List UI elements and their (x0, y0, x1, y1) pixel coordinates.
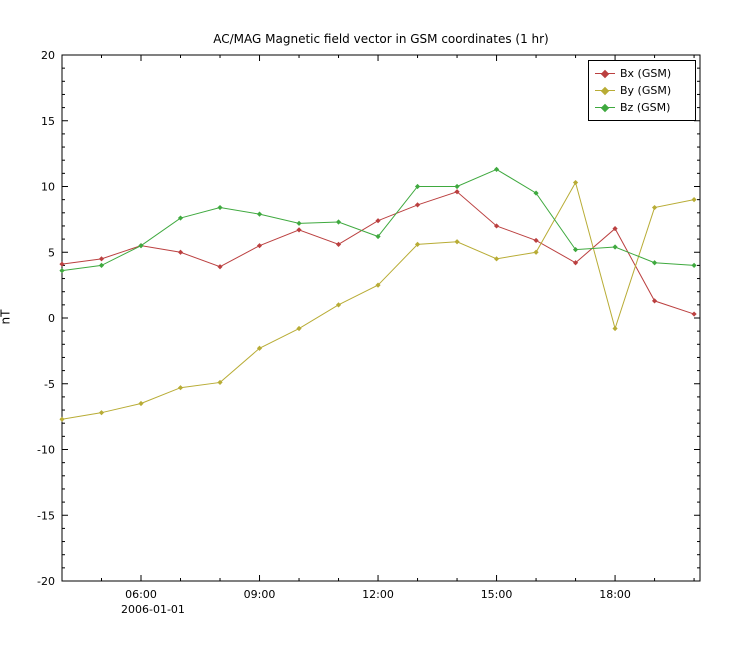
y-tick-label: -15 (37, 509, 55, 522)
plot-frame (61, 54, 701, 582)
marker-bx (256, 243, 263, 249)
marker-by (533, 249, 539, 255)
series-line-by (61, 181, 695, 420)
legend-label-bz: Bz (GSM) (620, 101, 671, 114)
marker-bx (335, 241, 342, 247)
series-line-bx (61, 191, 695, 315)
y-tick-label: 15 (41, 115, 55, 128)
x-tick-label: 09:00 (244, 588, 276, 601)
legend-entry-by: By (GSM) (595, 82, 689, 99)
legend-label-bx: Bx (GSM) (620, 67, 672, 80)
marker-bx (414, 202, 421, 208)
marker-bz (651, 260, 658, 266)
marker-bz (217, 204, 223, 211)
marker-bz (414, 183, 421, 190)
marker-bx (375, 218, 381, 224)
marker-bz (59, 268, 65, 274)
marker-by (414, 241, 421, 247)
y-axis-label: nT (0, 309, 13, 325)
legend-entry-bx: Bx (GSM) (595, 65, 689, 82)
marker-bz (533, 190, 539, 196)
marker-by (493, 256, 500, 262)
marker-bz (375, 233, 381, 240)
marker-bx (296, 227, 302, 233)
x-tick-label: 12:00 (362, 588, 394, 601)
marker-bz (98, 262, 105, 268)
bz-line-swatch (595, 103, 615, 112)
marker-by (572, 179, 579, 186)
y-tick-label: -5 (44, 378, 55, 391)
chart-title: AC/MAG Magnetic field vector in GSM coor… (213, 32, 549, 46)
y-tick-label: 5 (48, 246, 55, 259)
marker-bz (454, 183, 460, 190)
marker-by (296, 325, 302, 332)
marker-by (138, 400, 144, 407)
legend-label-by: By (GSM) (620, 84, 672, 97)
y-tick-label: 20 (41, 49, 55, 62)
marker-bz (572, 247, 579, 253)
marker-bx (533, 237, 539, 244)
marker-bx (651, 298, 658, 304)
legend: Bx (GSM) By (GSM) Bz (GSM) (588, 60, 696, 121)
marker-bx (612, 225, 618, 232)
legend-entry-bz: Bz (GSM) (595, 99, 689, 116)
marker-by (177, 385, 184, 391)
by-line-swatch (595, 86, 615, 95)
marker-by (335, 302, 342, 308)
marker-by (256, 345, 263, 351)
marker-bz (335, 219, 342, 225)
x-tick-label: 06:00 (125, 588, 157, 601)
marker-by (454, 239, 460, 245)
marker-bx (493, 223, 500, 229)
x-tick-label: 15:00 (481, 588, 513, 601)
marker-bx (454, 189, 460, 195)
marker-bz (691, 262, 697, 268)
x-tick-label: 18:00 (599, 588, 631, 601)
y-tick-label: -10 (37, 444, 55, 457)
marker-bx (177, 249, 184, 255)
marker-bz (256, 211, 263, 217)
marker-bx (59, 261, 65, 267)
y-tick-label: 0 (48, 312, 55, 325)
marker-by (98, 410, 105, 416)
marker-bz (612, 244, 618, 250)
marker-bx (217, 264, 223, 270)
marker-by (59, 416, 65, 422)
y-tick-label: -20 (37, 575, 55, 588)
marker-bz (296, 220, 302, 226)
marker-by (217, 379, 223, 386)
marker-bz (138, 243, 144, 249)
y-tick-label: 10 (41, 181, 55, 194)
marker-bx (572, 260, 579, 266)
marker-bx (691, 311, 697, 317)
marker-bx (98, 256, 105, 262)
marker-by (612, 325, 618, 332)
marker-by (691, 197, 697, 203)
marker-by (375, 282, 381, 288)
marker-bz (493, 166, 500, 173)
marker-bz (177, 215, 184, 221)
marker-by (651, 204, 658, 211)
bx-line-swatch (595, 69, 615, 78)
x-axis-date-label: 2006-01-01 (121, 603, 185, 616)
